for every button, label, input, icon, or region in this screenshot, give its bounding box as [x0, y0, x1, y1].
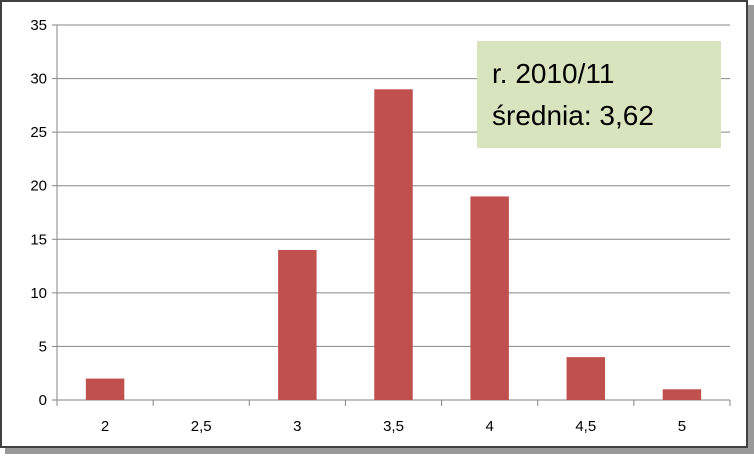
bar [278, 250, 317, 400]
x-tick-label: 2,5 [191, 418, 212, 435]
annotation: r. 2010/11 [492, 58, 614, 89]
x-tick-label: 4,5 [575, 418, 596, 435]
y-tick-label: 5 [39, 338, 47, 355]
y-tick-label: 20 [30, 178, 47, 195]
x-tick-label: 5 [678, 418, 686, 435]
y-tick-label: 35 [30, 17, 47, 34]
bar [566, 357, 606, 400]
x-tick-label: 3 [293, 418, 301, 435]
y-tick-label: 25 [30, 124, 47, 141]
x-tick-label: 4 [485, 418, 493, 435]
y-tick-label: 15 [30, 231, 47, 248]
annotation: średnia: 3,62 [492, 100, 654, 131]
frame-shadow [5, 448, 754, 454]
frame-shadow [748, 5, 754, 454]
y-tick-label: 0 [39, 392, 47, 409]
annotation-box [477, 41, 721, 148]
bar [374, 89, 413, 401]
bar [85, 378, 125, 400]
y-tick-label: 30 [30, 71, 47, 88]
bar [470, 196, 509, 400]
x-tick-label: 2 [101, 418, 109, 435]
bar [662, 389, 702, 400]
y-tick-label: 10 [30, 285, 47, 302]
x-tick-label: 3,5 [383, 418, 404, 435]
